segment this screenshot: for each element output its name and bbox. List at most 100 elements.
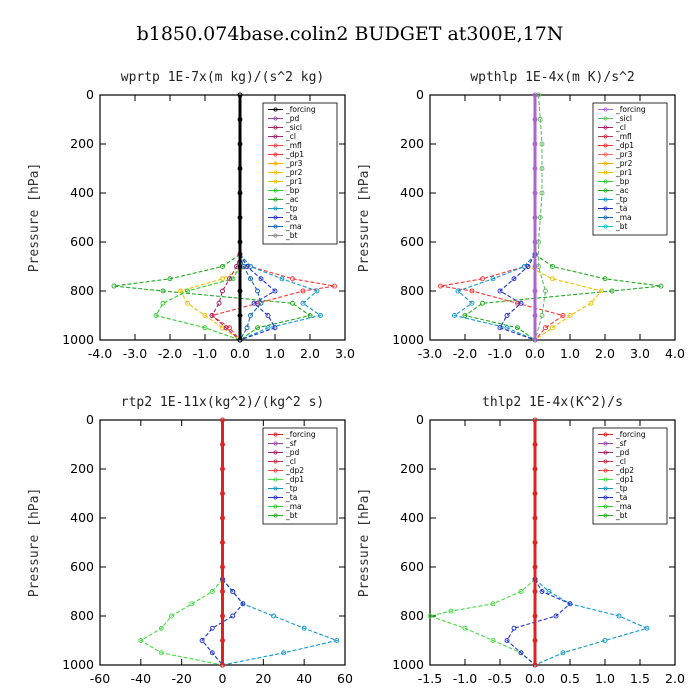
series-line-tp [534, 578, 649, 666]
series-line-pr1 [527, 254, 603, 341]
x-tick-label: -4.0 [88, 346, 112, 361]
y-tick-label: 1000 [62, 332, 94, 347]
data-point [227, 276, 232, 282]
y-tick-label: 800 [70, 608, 94, 623]
data-point [518, 650, 524, 656]
data-point [490, 601, 496, 607]
x-tick-label: -1.5 [418, 671, 442, 686]
legend-entry: _bt [285, 511, 298, 520]
legend-entry: _pr3 [615, 150, 633, 159]
x-tick-label: 1.0 [560, 346, 580, 361]
data-point [518, 589, 524, 594]
legend-marker [273, 477, 278, 482]
data-point [602, 276, 608, 282]
legend-entry: _dp1 [285, 475, 304, 484]
legend-entry: _dp1 [285, 150, 304, 159]
x-tick-label: 2.0 [665, 671, 685, 686]
series-line-tp [453, 253, 536, 341]
legend-marker [273, 450, 278, 455]
legend-entry: _sf [285, 439, 297, 448]
data-point [237, 92, 243, 98]
y-axis-label: Pressure [hPa] [357, 488, 372, 598]
data-point [537, 117, 543, 122]
data-point [490, 638, 496, 643]
legend-marker [603, 188, 608, 193]
legend-marker [273, 188, 278, 193]
data-point [209, 625, 215, 631]
legend-marker [273, 504, 278, 509]
data-point [658, 283, 664, 289]
series-line-tp [239, 253, 322, 341]
y-tick-label: 0 [86, 412, 94, 427]
legend-entry: _cl [285, 457, 296, 466]
legend-entry: _bt [615, 222, 628, 231]
data-point [427, 613, 433, 619]
data-point [480, 300, 485, 306]
data-point [599, 288, 604, 294]
data-point [202, 325, 208, 331]
data-point [567, 601, 573, 607]
legend-marker [273, 224, 278, 229]
data-point [532, 337, 538, 343]
legend-entry: _pr3 [285, 159, 303, 168]
data-point [169, 613, 174, 619]
data-point [237, 141, 243, 147]
data-point [216, 300, 222, 306]
legend-marker [603, 477, 608, 482]
data-point [525, 264, 531, 269]
data-point [567, 313, 573, 318]
data-point [532, 515, 538, 521]
data-point [318, 313, 323, 318]
data-point [504, 638, 510, 643]
data-point [469, 300, 475, 306]
data-point [539, 313, 545, 318]
data-point [602, 638, 608, 643]
figure-title: b1850.074base.colin2 BUDGET at300E,17N [137, 23, 564, 45]
legend-marker [603, 468, 608, 473]
legend-entry: _ma [615, 502, 632, 511]
legend-entry: _pr2 [615, 159, 633, 168]
data-point [281, 650, 287, 656]
data-point [644, 625, 650, 631]
legend-marker [273, 215, 278, 220]
legend-marker [603, 179, 608, 184]
legend-marker [603, 197, 608, 202]
legend-entry: _bp [615, 177, 630, 186]
x-tick-label: 1.5 [630, 671, 650, 686]
panel-title: wpthlp 1E-4x(m K)/s^2 [470, 70, 634, 85]
y-tick-label: 600 [400, 234, 424, 249]
data-point [448, 608, 454, 614]
legend-entry: _dp2 [285, 466, 304, 475]
panel-title: rtp2 1E-11x(kg^2)/(kg^2 s) [121, 395, 325, 410]
legend-marker [273, 513, 278, 518]
x-tick-label: 0.0 [525, 346, 545, 361]
legend-marker [603, 134, 608, 139]
data-point [588, 300, 594, 306]
legend-marker [603, 441, 608, 446]
data-point [220, 264, 225, 269]
data-point [543, 288, 548, 294]
legend-entry: _bp [285, 186, 300, 195]
x-tick-label: 40 [296, 671, 312, 686]
data-point [265, 313, 271, 318]
panels: wprtp 1E-7x(m kg)/(s^2 kg) Pressure [hPa]… [27, 70, 685, 686]
y-tick-label: 400 [70, 185, 94, 200]
data-point [244, 325, 250, 331]
data-point [237, 313, 243, 318]
data-point [497, 288, 503, 294]
legend-entry: _pd [285, 114, 300, 123]
data-point [550, 264, 555, 269]
legend-entry: _sicl [285, 123, 302, 132]
legend-marker [273, 152, 278, 157]
legend-entry: _dp1 [615, 141, 634, 150]
legend-marker [273, 107, 278, 112]
data-point [452, 313, 457, 318]
data-point [490, 276, 496, 282]
x-tick-label: -20 [171, 671, 191, 686]
data-point [237, 264, 243, 269]
series-line-ta [201, 578, 244, 666]
legend-marker [603, 432, 608, 437]
data-point [532, 466, 538, 472]
y-tick-label: 0 [86, 87, 94, 102]
data-point [220, 589, 225, 594]
